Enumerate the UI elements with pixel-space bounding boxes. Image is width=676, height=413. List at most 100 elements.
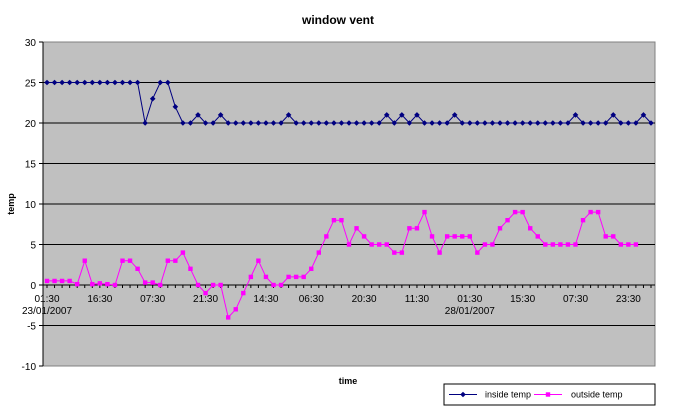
x-tick-label: 23:30 <box>616 294 641 305</box>
data-point <box>316 120 322 126</box>
data-point <box>187 120 194 126</box>
data-point <box>580 120 586 126</box>
x-tick-label: 21:30 <box>193 294 218 305</box>
data-point <box>437 250 442 255</box>
data-point <box>218 282 223 288</box>
data-point <box>369 242 374 247</box>
data-point <box>263 274 269 280</box>
data-point <box>203 290 208 296</box>
data-point <box>339 218 344 223</box>
data-point <box>195 112 201 118</box>
data-point <box>611 234 616 239</box>
data-point <box>618 120 624 126</box>
data-point <box>97 281 103 286</box>
data-point <box>232 120 239 126</box>
x-tick-label: 01:30 <box>457 294 482 305</box>
data-point <box>648 120 654 126</box>
data-point <box>308 120 315 126</box>
x-tick-label: 15:30 <box>510 294 535 305</box>
data-point <box>520 209 525 215</box>
y-tick-label: 20 <box>25 119 37 130</box>
data-point <box>602 120 609 126</box>
data-point <box>173 258 178 263</box>
data-point <box>406 120 413 126</box>
data-point <box>240 120 247 126</box>
x-tick-label: 16:30 <box>87 294 112 305</box>
y-tick-label: 30 <box>25 38 37 49</box>
data-point <box>331 218 337 223</box>
data-point <box>51 79 58 86</box>
data-point <box>368 120 375 126</box>
data-point <box>256 258 261 263</box>
x-tick-label: 07:30 <box>563 294 588 305</box>
data-point <box>550 120 556 126</box>
data-point <box>603 234 608 239</box>
data-point <box>180 250 186 255</box>
data-point <box>112 79 118 86</box>
data-point <box>557 120 564 126</box>
data-point <box>573 242 578 247</box>
data-point <box>558 242 563 247</box>
legend-marker <box>545 392 551 397</box>
data-point <box>527 120 533 126</box>
data-point <box>422 209 427 215</box>
data-point <box>293 120 299 126</box>
data-point <box>271 282 276 288</box>
data-point <box>565 242 571 247</box>
data-point <box>142 280 148 285</box>
data-point <box>66 79 73 86</box>
data-point <box>248 120 254 126</box>
data-point <box>482 120 488 126</box>
data-point <box>309 266 314 271</box>
data-point <box>172 104 179 110</box>
data-point <box>482 242 488 247</box>
x-tick-label: 06:30 <box>299 294 324 305</box>
data-point <box>59 79 65 86</box>
data-point <box>353 120 360 126</box>
data-point <box>202 120 209 126</box>
legend: inside temp outside temp <box>443 383 656 406</box>
x-tick-label: 01:30 <box>34 294 59 305</box>
data-point <box>105 281 110 287</box>
data-point <box>44 278 50 284</box>
data-point <box>135 266 140 271</box>
data-point <box>512 209 518 215</box>
data-point <box>97 79 103 86</box>
data-point <box>587 120 594 126</box>
y-tick-label: -5 <box>27 322 36 333</box>
data-point <box>460 234 465 239</box>
data-point <box>158 282 163 288</box>
y-tick-label: 25 <box>25 79 37 90</box>
data-point <box>588 209 593 215</box>
data-point <box>444 234 450 239</box>
data-point <box>89 79 96 86</box>
data-point <box>429 120 435 126</box>
data-point <box>248 274 254 280</box>
data-point <box>595 120 601 126</box>
data-point <box>142 120 148 126</box>
data-point <box>504 120 511 126</box>
data-point <box>436 120 443 126</box>
legend-marker <box>460 391 466 398</box>
legend-label: inside temp <box>485 390 531 400</box>
data-point <box>534 120 541 126</box>
data-point <box>52 278 57 284</box>
data-point <box>278 282 284 288</box>
data-point <box>119 79 126 86</box>
data-point <box>81 79 88 86</box>
data-point <box>392 250 397 255</box>
data-point <box>421 120 428 126</box>
data-point <box>270 120 277 126</box>
data-point <box>414 226 420 231</box>
data-point <box>535 234 540 239</box>
data-point <box>543 242 548 247</box>
y-tick-label: -10 <box>22 362 37 373</box>
data-point <box>580 218 586 223</box>
data-point <box>346 242 352 247</box>
data-point <box>217 112 224 118</box>
data-point <box>150 280 155 285</box>
data-point <box>331 120 337 126</box>
data-point <box>633 120 639 126</box>
data-point <box>210 120 216 126</box>
